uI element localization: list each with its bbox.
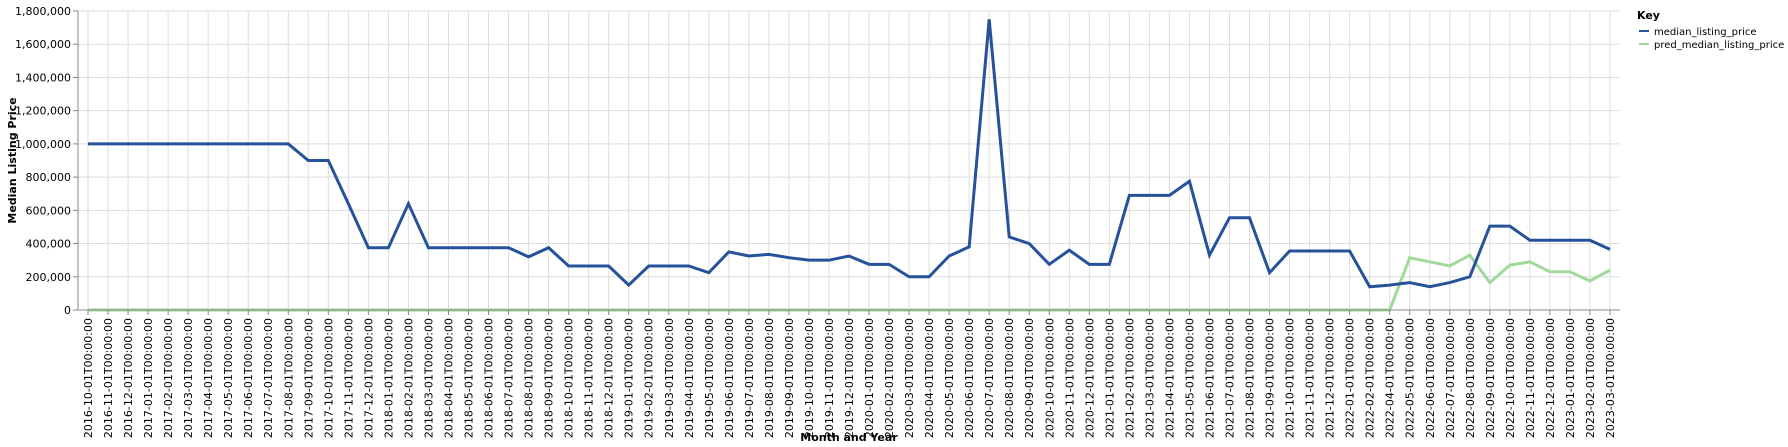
- x-tick-label: 2019-05-01T00:00:00: [703, 318, 716, 438]
- y-tick-label: 0: [64, 304, 71, 317]
- x-tick-label: 2018-09-01T00:00:00: [543, 318, 556, 438]
- x-tick-label: 2018-12-01T00:00:00: [603, 318, 616, 438]
- x-tick-label: 2019-09-01T00:00:00: [783, 318, 796, 438]
- x-tick-label: 2021-06-01T00:00:00: [1203, 318, 1216, 438]
- x-tick-label: 2020-03-01T00:00:00: [903, 318, 916, 438]
- x-tick-label: 2020-07-01T00:00:00: [983, 318, 996, 438]
- x-tick-label: 2016-12-01T00:00:00: [122, 318, 135, 438]
- x-tick-label: 2017-11-01T00:00:00: [342, 318, 355, 438]
- x-axis-title: Month and Year: [800, 431, 898, 444]
- x-tick-label: 2021-08-01T00:00:00: [1244, 318, 1257, 438]
- x-tick-label: 2019-01-01T00:00:00: [623, 318, 636, 438]
- x-tick-label: 2017-06-01T00:00:00: [242, 318, 255, 438]
- x-tick-label: 2018-04-01T00:00:00: [442, 318, 455, 438]
- x-tick-label: 2018-07-01T00:00:00: [503, 318, 516, 438]
- x-tick-label: 2021-04-01T00:00:00: [1163, 318, 1176, 438]
- x-tick-label: 2018-06-01T00:00:00: [483, 318, 496, 438]
- x-tick-label: 2019-03-01T00:00:00: [663, 318, 676, 438]
- legend-title: Key: [1637, 9, 1660, 22]
- x-tick-label: 2023-02-01T00:00:00: [1584, 318, 1597, 438]
- x-tick-label: 2021-02-01T00:00:00: [1123, 318, 1136, 438]
- series-line-median-listing-price: [88, 19, 1611, 289]
- x-tick-label: 2019-11-01T00:00:00: [823, 318, 836, 438]
- x-tick-label: 2021-12-01T00:00:00: [1324, 318, 1337, 438]
- y-tick-label: 400,000: [26, 238, 72, 251]
- x-tick-label: 2022-07-01T00:00:00: [1444, 318, 1457, 438]
- y-tick-label: 200,000: [26, 271, 72, 284]
- x-tick-label: 2021-11-01T00:00:00: [1304, 318, 1317, 438]
- x-tick-label: 2021-05-01T00:00:00: [1183, 318, 1196, 438]
- x-tick-label: 2022-01-01T00:00:00: [1344, 318, 1357, 438]
- x-tick-label: 2017-01-01T00:00:00: [142, 318, 155, 438]
- x-tick-label: 2020-09-01T00:00:00: [1023, 318, 1036, 438]
- x-tick-label: 2020-05-01T00:00:00: [943, 318, 956, 438]
- x-tick-label: 2023-01-01T00:00:00: [1564, 318, 1577, 438]
- x-tick-label: 2017-02-01T00:00:00: [162, 318, 175, 438]
- x-axis-ticks: 2016-10-01T00:00:00 2016-11-01T00:00:00 20…: [82, 310, 1617, 438]
- x-tick-label: 2022-08-01T00:00:00: [1464, 318, 1477, 438]
- x-tick-label: 2021-07-01T00:00:00: [1223, 318, 1236, 438]
- x-tick-label: 2022-05-01T00:00:00: [1404, 318, 1417, 438]
- x-tick-label: 2022-02-01T00:00:00: [1364, 318, 1377, 438]
- x-tick-label: 2020-10-01T00:00:00: [1043, 318, 1056, 438]
- grid-lines: [78, 10, 1620, 311]
- x-tick-label: 2021-01-01T00:00:00: [1103, 318, 1116, 438]
- y-tick-label: 800,000: [26, 171, 72, 184]
- x-tick-label: 2022-12-01T00:00:00: [1544, 318, 1557, 438]
- x-tick-label: 2021-10-01T00:00:00: [1284, 318, 1297, 438]
- y-tick-label: 1,800,000: [15, 5, 71, 18]
- x-tick-label: 2020-08-01T00:00:00: [1003, 318, 1016, 438]
- y-tick-label: 1,400,000: [15, 71, 71, 84]
- x-tick-label: 2020-12-01T00:00:00: [1083, 318, 1096, 438]
- legend-label: pred_median_listing_price: [1654, 40, 1784, 51]
- x-tick-label: 2017-04-01T00:00:00: [202, 318, 215, 438]
- x-tick-label: 2016-11-01T00:00:00: [102, 318, 115, 438]
- y-tick-label: 1,600,000: [15, 38, 71, 51]
- x-tick-label: 2022-10-01T00:00:00: [1504, 318, 1517, 438]
- x-tick-label: 2016-10-01T00:00:00: [82, 318, 95, 438]
- y-tick-label: 1,000,000: [15, 138, 71, 151]
- x-tick-label: 2021-09-01T00:00:00: [1264, 318, 1277, 438]
- x-tick-label: 2020-11-01T00:00:00: [1063, 318, 1076, 438]
- y-axis-ticks: 0 200,000 400,000 600,000 800,000 1,000,000 1,…: [15, 5, 78, 317]
- x-tick-label: 2019-07-01T00:00:00: [743, 318, 756, 438]
- x-tick-label: 2017-08-01T00:00:00: [282, 318, 295, 438]
- x-tick-label: 2022-04-01T00:00:00: [1384, 318, 1397, 438]
- x-tick-label: 2017-05-01T00:00:00: [222, 318, 235, 438]
- x-tick-label: 2019-02-01T00:00:00: [643, 318, 656, 438]
- x-tick-label: 2020-04-01T00:00:00: [923, 318, 936, 438]
- x-tick-label: 2017-12-01T00:00:00: [362, 318, 375, 438]
- x-tick-label: 2022-11-01T00:00:00: [1524, 318, 1537, 438]
- x-tick-label: 2018-01-01T00:00:00: [382, 318, 395, 438]
- y-tick-label: 600,000: [26, 204, 72, 217]
- x-tick-label: 2017-10-01T00:00:00: [322, 318, 335, 438]
- x-tick-label: 2018-08-01T00:00:00: [523, 318, 536, 438]
- x-tick-label: 2019-08-01T00:00:00: [763, 318, 776, 438]
- x-tick-label: 2017-07-01T00:00:00: [262, 318, 275, 438]
- x-tick-label: 2020-01-01T00:00:00: [863, 318, 876, 438]
- x-tick-label: 2023-03-01T00:00:00: [1604, 318, 1617, 438]
- x-tick-label: 2018-11-01T00:00:00: [583, 318, 596, 438]
- x-tick-label: 2019-10-01T00:00:00: [803, 318, 816, 438]
- x-tick-label: 2021-03-01T00:00:00: [1143, 318, 1156, 438]
- x-tick-label: 2018-05-01T00:00:00: [463, 318, 476, 438]
- x-tick-label: 2022-06-01T00:00:00: [1424, 318, 1437, 438]
- x-tick-label: 2019-06-01T00:00:00: [723, 318, 736, 438]
- x-tick-label: 2020-06-01T00:00:00: [963, 318, 976, 438]
- x-tick-label: 2017-09-01T00:00:00: [302, 318, 315, 438]
- y-tick-label: 1,200,000: [15, 105, 71, 118]
- x-tick-label: 2022-09-01T00:00:00: [1484, 318, 1497, 438]
- x-tick-label: 2018-02-01T00:00:00: [402, 318, 415, 438]
- x-tick-label: 2019-12-01T00:00:00: [843, 318, 856, 438]
- x-tick-label: 2018-10-01T00:00:00: [563, 318, 576, 438]
- legend-label: median_listing_price: [1654, 27, 1757, 38]
- legend: Key median_listing_price pred_median_list…: [1637, 9, 1784, 51]
- x-tick-label: 2017-03-01T00:00:00: [182, 318, 195, 438]
- y-axis-title: Median Listing Price: [6, 97, 19, 223]
- x-tick-label: 2020-02-01T00:00:00: [883, 318, 896, 438]
- x-tick-label: 2019-04-01T00:00:00: [683, 318, 696, 438]
- x-tick-label: 2018-03-01T00:00:00: [422, 318, 435, 438]
